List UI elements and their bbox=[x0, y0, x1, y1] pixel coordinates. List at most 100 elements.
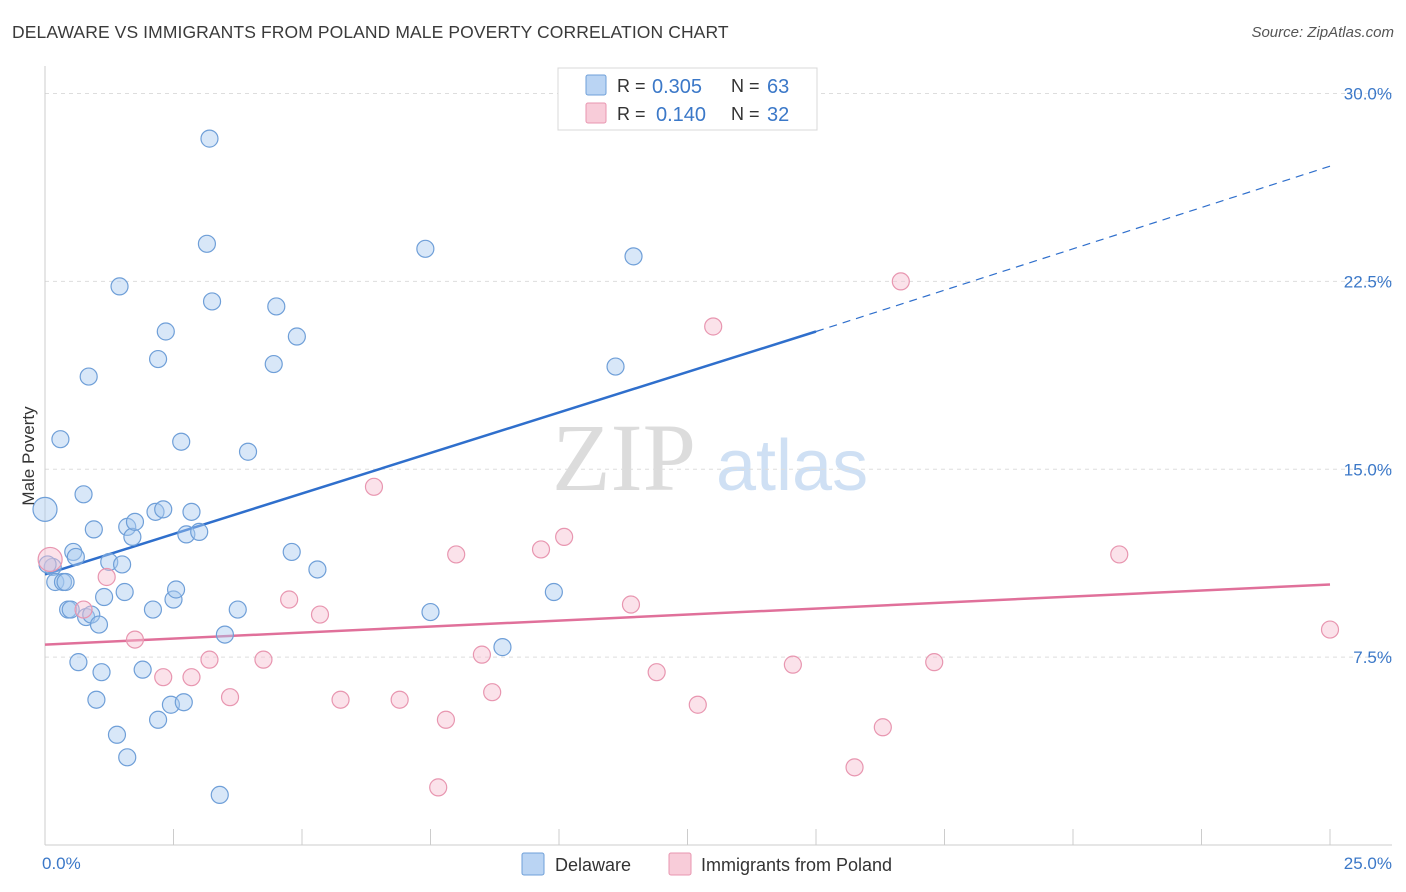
point-delaware bbox=[238, 442, 258, 461]
legend-n-value-poland: 32 bbox=[767, 104, 789, 126]
point-poland bbox=[1320, 620, 1340, 639]
point-delaware bbox=[166, 580, 186, 599]
point-delaware bbox=[606, 357, 625, 376]
point-delaware bbox=[544, 582, 563, 602]
legend-r-label: R = bbox=[617, 76, 646, 96]
point-poland bbox=[280, 590, 299, 609]
tick-labels: 7.5% 15.0% 22.5% 30.0% 0.0% 25.0% bbox=[42, 85, 1392, 873]
point-poland bbox=[555, 527, 574, 546]
legend-label-poland: Immigrants from Poland bbox=[701, 855, 892, 875]
point-poland bbox=[200, 650, 219, 669]
legend-series: Delaware Immigrants from Poland bbox=[521, 852, 892, 876]
x-tick-label: 0.0% bbox=[42, 854, 81, 873]
point-delaware bbox=[172, 432, 191, 451]
watermark: ZIP atlas bbox=[552, 404, 868, 511]
point-poland bbox=[704, 317, 723, 336]
y-tick-label: 30.0% bbox=[1344, 85, 1392, 104]
point-delaware bbox=[110, 277, 129, 296]
point-poland bbox=[74, 600, 93, 619]
trendline-delaware bbox=[44, 330, 817, 576]
point-delaware bbox=[202, 292, 222, 311]
legend-label-delaware: Delaware bbox=[555, 855, 631, 875]
point-delaware bbox=[282, 542, 301, 562]
point-delaware bbox=[197, 234, 217, 253]
point-delaware bbox=[200, 129, 219, 148]
point-delaware bbox=[61, 600, 80, 619]
y-axis-title: Male Poverty bbox=[19, 406, 38, 506]
point-poland bbox=[873, 718, 892, 737]
point-delaware bbox=[112, 555, 132, 574]
point-delaware bbox=[74, 485, 93, 504]
point-delaware bbox=[92, 663, 111, 682]
point-delaware bbox=[115, 582, 134, 602]
point-delaware bbox=[66, 547, 85, 567]
point-poland bbox=[483, 683, 502, 702]
legend-swatch-delaware bbox=[521, 852, 545, 876]
point-delaware bbox=[215, 625, 234, 644]
point-poland bbox=[310, 605, 330, 624]
point-delaware bbox=[79, 367, 98, 386]
legend-n-value-delaware: 63 bbox=[767, 76, 789, 98]
point-delaware bbox=[51, 430, 70, 449]
legend-n-label: N = bbox=[731, 104, 760, 124]
point-delaware bbox=[87, 690, 106, 709]
point-poland bbox=[436, 710, 456, 729]
legend-swatch-poland bbox=[585, 102, 607, 124]
point-poland bbox=[97, 567, 116, 587]
point-delaware bbox=[133, 660, 152, 679]
y-tick-label: 7.5% bbox=[1353, 648, 1392, 667]
point-delaware bbox=[416, 239, 435, 258]
point-delaware bbox=[267, 297, 286, 316]
point-poland bbox=[472, 645, 491, 664]
point-poland bbox=[531, 540, 551, 559]
point-delaware bbox=[421, 602, 440, 622]
legend-n-label: N = bbox=[731, 76, 760, 96]
grid-lines bbox=[45, 93, 1392, 658]
point-poland bbox=[220, 688, 240, 707]
point-poland bbox=[647, 663, 666, 682]
point-poland bbox=[429, 778, 448, 797]
legend-swatch-poland bbox=[668, 852, 692, 876]
chart-title: DELAWARE VS IMMIGRANTS FROM POLAND MALE … bbox=[12, 22, 729, 42]
point-poland bbox=[125, 630, 145, 649]
point-delaware bbox=[210, 785, 229, 805]
point-delaware bbox=[228, 600, 247, 619]
point-delaware bbox=[69, 653, 88, 672]
legend-r-value-delaware: 0.305 bbox=[652, 76, 702, 98]
point-poland bbox=[925, 653, 944, 672]
watermark-atlas: atlas bbox=[716, 426, 868, 506]
point-delaware bbox=[493, 638, 512, 657]
trendline-delaware-extension bbox=[815, 165, 1331, 333]
trendline-poland bbox=[44, 583, 1331, 646]
legend-swatch-delaware bbox=[585, 74, 607, 96]
watermark-zip: ZIP bbox=[552, 404, 696, 511]
point-delaware bbox=[148, 710, 168, 729]
point-delaware bbox=[156, 322, 175, 341]
point-delaware bbox=[174, 693, 193, 712]
point-poland bbox=[621, 595, 641, 614]
point-poland bbox=[254, 650, 273, 669]
trend-lines bbox=[44, 165, 1331, 646]
point-delaware bbox=[182, 502, 201, 521]
point-poland bbox=[182, 668, 201, 687]
point-delaware bbox=[89, 615, 109, 634]
point-poland bbox=[845, 758, 864, 777]
point-delaware bbox=[84, 520, 103, 539]
point-poland bbox=[331, 690, 350, 709]
point-delaware bbox=[308, 560, 327, 579]
point-delaware bbox=[125, 512, 145, 531]
point-delaware bbox=[624, 247, 643, 266]
point-delaware bbox=[56, 572, 75, 592]
point-poland bbox=[364, 477, 384, 496]
chart-source: Source: ZipAtlas.com bbox=[1251, 24, 1394, 41]
point-delaware bbox=[190, 522, 209, 541]
y-tick-label: 15.0% bbox=[1344, 460, 1392, 479]
data-points bbox=[32, 129, 1340, 805]
point-delaware bbox=[148, 349, 168, 369]
point-delaware bbox=[118, 748, 137, 767]
legend-r-label: R = bbox=[617, 104, 646, 124]
point-delaware bbox=[143, 600, 163, 619]
point-delaware bbox=[264, 354, 283, 374]
point-poland bbox=[1110, 545, 1129, 564]
